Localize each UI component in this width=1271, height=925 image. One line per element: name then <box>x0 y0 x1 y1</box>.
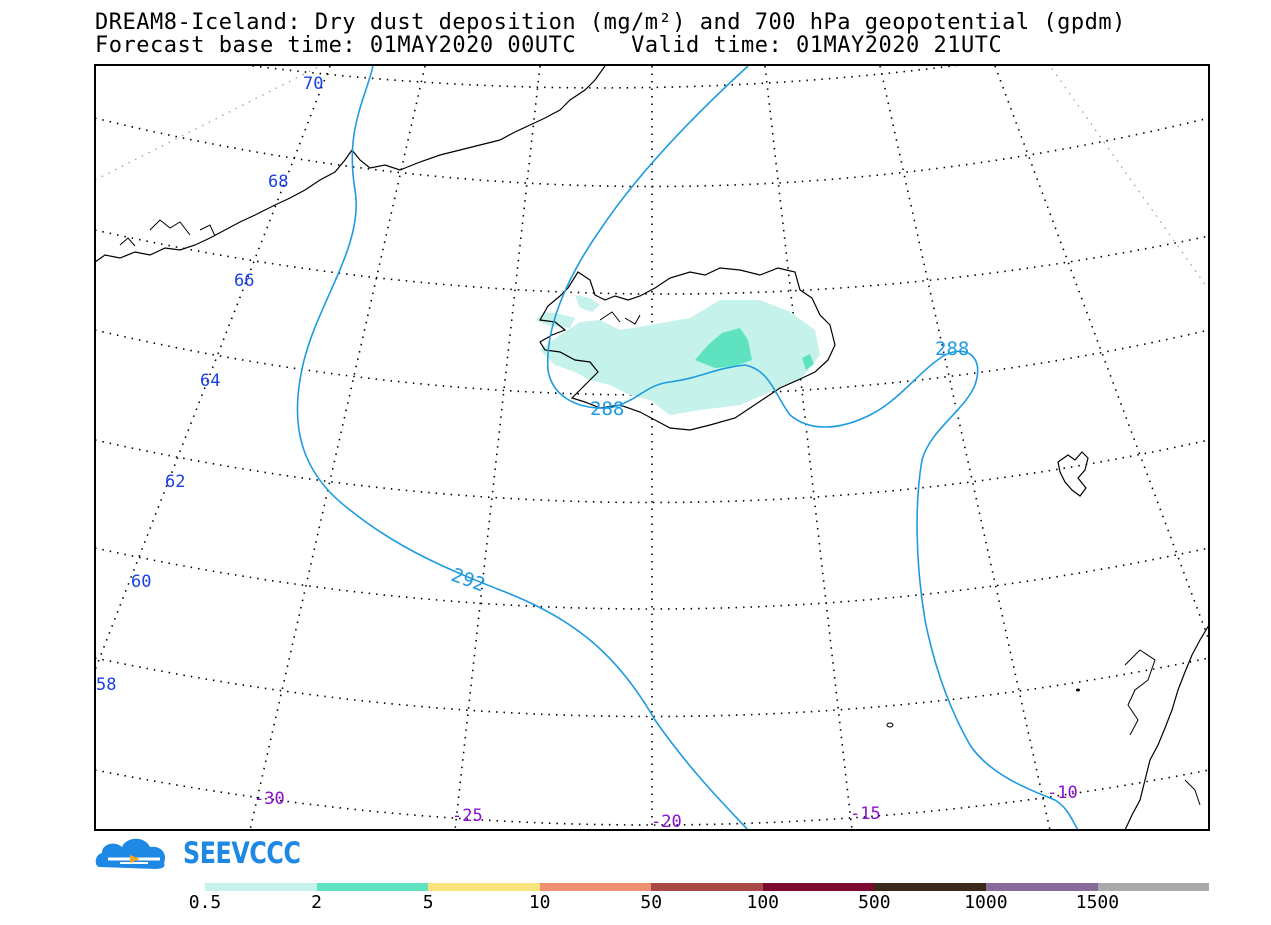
lon-line-25 <box>454 65 541 830</box>
scotland-coastline <box>1124 624 1209 830</box>
map-frame <box>94 64 1210 831</box>
lon-label-20: -20 <box>651 812 682 832</box>
lat-label-62: 62 <box>165 472 185 492</box>
dust-area-medium <box>695 328 752 368</box>
iceland-coastline <box>539 267 836 431</box>
contour-label-288-west: 288 <box>590 398 624 420</box>
lat-label-66: 66 <box>234 271 254 291</box>
colorbar-label: 500 <box>858 892 891 913</box>
map-content: 292 288 288 <box>95 65 1209 830</box>
lat-line-70 <box>239 65 966 89</box>
lat-line-66 <box>95 229 1209 295</box>
lon-line-30 <box>249 65 426 830</box>
contour-label-292: 292 <box>448 564 488 596</box>
geopotential-contours <box>296 65 1079 830</box>
cloud-logo-icon <box>95 838 166 869</box>
colorbar-segment-6 <box>874 883 986 891</box>
lat-line-58 <box>95 657 1209 718</box>
lat-label-70: 70 <box>303 74 323 94</box>
colorbar-label: 5 <box>422 892 434 913</box>
colorbar-segment-0 <box>205 883 317 891</box>
map-title: DREAM8-Iceland: Dry dust deposition (mg/… <box>95 10 1126 35</box>
lat-label-68: 68 <box>268 172 288 192</box>
colorbar-segment-1 <box>316 883 429 891</box>
contour-292 <box>296 65 749 830</box>
colorbar-label: 1000 <box>964 892 1008 913</box>
lon-label-15: -15 <box>850 804 881 824</box>
lon-label-30: -30 <box>254 789 285 809</box>
lat-line-56 <box>95 769 1209 826</box>
colorbar-label: 0.5 <box>188 892 222 913</box>
lon-line-5 <box>994 65 1209 641</box>
contour-288-west <box>546 65 1079 830</box>
lat-line-60 <box>95 547 1209 610</box>
lon-label-25: -25 <box>452 806 483 826</box>
colorbar-label: 1500 <box>1075 892 1120 913</box>
colorbar-label: 2 <box>311 892 322 913</box>
lon-line-35 <box>95 65 331 671</box>
colorbar-label: 10 <box>528 892 551 913</box>
colorbar-segment-3 <box>539 883 652 891</box>
colorbar-segment-8 <box>1097 883 1210 891</box>
greenland-coastline <box>95 65 606 263</box>
colorbar-label: 100 <box>746 892 780 913</box>
map-subtitle: Forecast base time: 01MAY2020 00UTC Vali… <box>95 33 1002 58</box>
lat-line-62 <box>95 439 1209 504</box>
lon-line-15 <box>764 65 853 830</box>
longitude-gridlines <box>95 65 1209 830</box>
colorbar <box>205 883 1210 891</box>
lat-label-60: 60 <box>131 572 151 592</box>
dust-area-light <box>540 300 820 415</box>
valid-time: Valid time: 01MAY2020 21UTC <box>631 33 1003 58</box>
latitude-gridlines <box>95 65 1209 826</box>
lon-label-10: -10 <box>1047 783 1078 803</box>
lon-line-10 <box>879 65 1051 830</box>
lat-label-58: 58 <box>96 675 116 695</box>
longitude-labels: -30 -25 -20 -15 -10 <box>254 783 1078 832</box>
colorbar-segment-7 <box>985 883 1098 891</box>
seevccc-logo-text: SEEVCCC <box>183 836 301 870</box>
lat-line-68 <box>95 117 1209 188</box>
lat-label-64: 64 <box>200 371 220 391</box>
contour-label-288-east: 288 <box>935 338 969 360</box>
colorbar-label: 50 <box>640 892 663 913</box>
faroe-islands <box>1057 451 1089 497</box>
colorbar-segment-5 <box>762 883 875 891</box>
dust-deposition-field <box>535 295 820 415</box>
latitude-labels: 70 68 66 64 62 60 58 <box>96 74 323 695</box>
colorbar-segment-4 <box>651 883 763 891</box>
colorbar-segment-2 <box>428 883 540 891</box>
forecast-base-time: Forecast base time: 01MAY2020 00UTC <box>95 33 577 58</box>
